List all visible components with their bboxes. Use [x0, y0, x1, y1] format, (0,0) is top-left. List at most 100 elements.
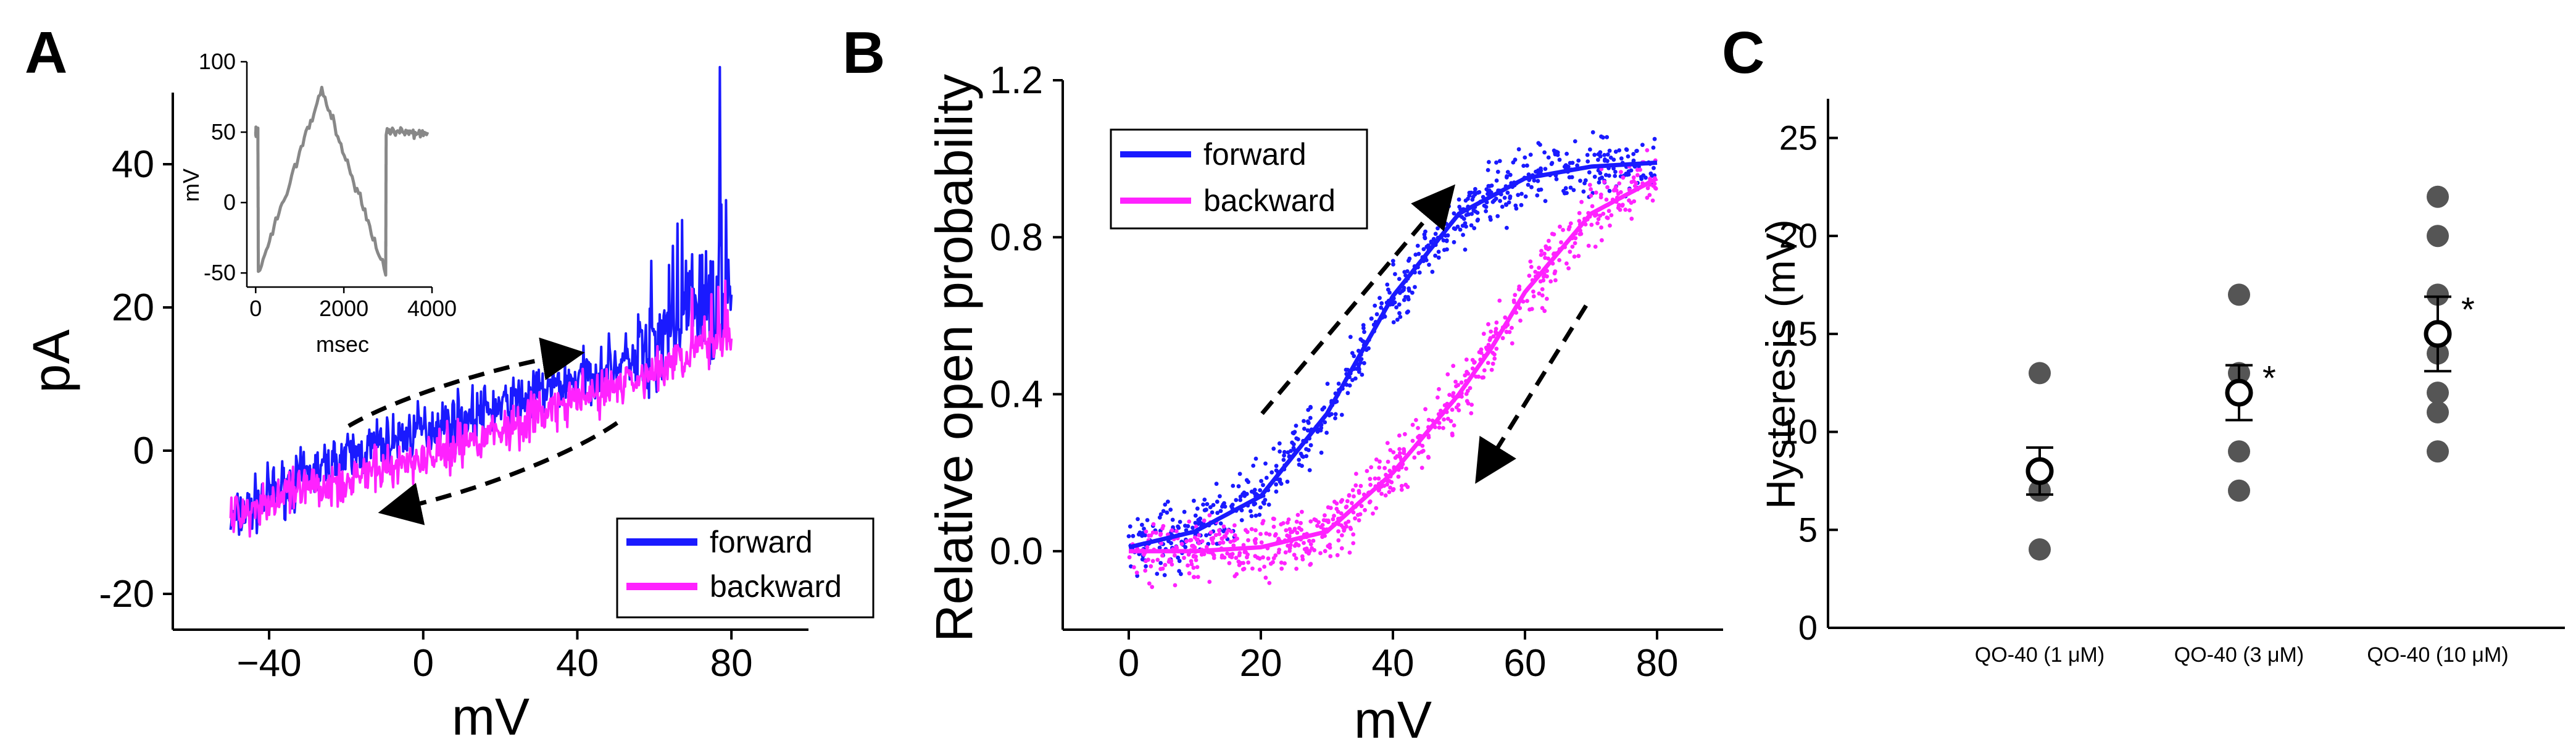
point-forward [1361, 323, 1366, 328]
point-forward [1281, 457, 1286, 462]
point-backward [1596, 217, 1601, 222]
point-backward [1451, 391, 1456, 396]
point-forward [1526, 183, 1531, 187]
point-forward [1471, 194, 1476, 199]
point-backward [1492, 356, 1497, 361]
point-backward [1259, 540, 1264, 545]
point-forward [1585, 152, 1590, 157]
point-backward [1292, 543, 1297, 548]
point-forward [1182, 509, 1187, 514]
point-backward [1308, 542, 1313, 546]
point-backward [1347, 550, 1352, 555]
point-forward [1291, 442, 1296, 447]
point-forward [1485, 168, 1490, 172]
point-backward [1223, 534, 1228, 539]
point-backward [1151, 522, 1156, 527]
point-backward [1416, 451, 1421, 456]
point-backward [1207, 580, 1212, 584]
point-forward [1202, 498, 1207, 502]
panel-b-legend: forward backward [1110, 128, 1368, 230]
point-backward [1221, 524, 1226, 529]
point-backward [1477, 350, 1482, 354]
point-forward [1652, 136, 1657, 141]
point-backward [1184, 539, 1189, 544]
y-tick-label: 0.4 [990, 373, 1043, 416]
point-backward [1486, 322, 1490, 327]
point-backward [1547, 238, 1551, 243]
point-backward [1577, 219, 1582, 223]
point-backward [1568, 221, 1573, 226]
point-forward [1472, 226, 1477, 230]
point-forward [1497, 159, 1502, 164]
point-forward [1168, 507, 1173, 512]
point-forward [1500, 204, 1505, 209]
point-forward [1176, 524, 1180, 529]
data-point [2427, 401, 2449, 423]
point-forward [1563, 186, 1568, 191]
point-forward [1521, 164, 1526, 168]
point-forward [1305, 428, 1310, 433]
point-backward [1542, 251, 1547, 256]
inset-x-axis-title: msec [316, 332, 369, 357]
point-forward [1553, 152, 1558, 157]
point-backward [1374, 506, 1379, 511]
point-forward [1458, 227, 1463, 232]
point-backward [1412, 455, 1417, 460]
point-backward [1491, 334, 1496, 339]
point-backward [1353, 516, 1358, 521]
y-tick-label: 1.2 [990, 59, 1043, 102]
point-backward [1332, 514, 1336, 518]
point-backward [1567, 225, 1572, 229]
point-backward [1595, 221, 1600, 225]
panel-a-x-ticks: −40 0 40 80 [236, 630, 753, 685]
point-forward [1475, 218, 1480, 223]
point-forward [1264, 475, 1269, 480]
inset-y-tick-label: 100 [199, 49, 236, 74]
data-point [2228, 479, 2250, 502]
point-forward [1487, 160, 1491, 164]
point-backward [1620, 203, 1625, 208]
point-forward [1563, 163, 1568, 168]
forward-direction-arrow [347, 337, 585, 428]
point-forward [1639, 177, 1644, 181]
point-backward [1286, 517, 1291, 522]
point-forward [1400, 289, 1405, 293]
point-forward [1581, 189, 1586, 194]
panel-a-inset: 0 2000 4000 -50 0 50 100 msec mV [178, 49, 457, 357]
panel-b-x-axis-title: mV [1354, 691, 1432, 749]
point-backward [1211, 541, 1215, 546]
point-backward [1218, 541, 1223, 545]
point-backward [1513, 293, 1518, 298]
point-backward [1320, 535, 1325, 540]
point-forward [1535, 178, 1540, 183]
point-backward [1537, 291, 1542, 296]
point-forward [1192, 498, 1196, 503]
point-forward [1436, 249, 1441, 254]
point-forward [1249, 490, 1254, 494]
y-tick-label: 0.0 [990, 530, 1043, 573]
point-forward [1193, 513, 1198, 518]
point-backward [1533, 270, 1538, 274]
point-backward [1150, 559, 1155, 564]
point-backward [1481, 332, 1486, 336]
point-backward [1500, 336, 1505, 341]
point-forward [1585, 159, 1590, 164]
panel-letter-b: B [842, 20, 885, 86]
point-backward [1323, 549, 1327, 554]
point-backward [1240, 567, 1245, 572]
point-backward [1211, 536, 1215, 541]
point-forward [1617, 148, 1622, 152]
point-backward [1132, 565, 1136, 570]
point-forward [1487, 184, 1492, 188]
point-forward [1469, 190, 1474, 195]
point-forward [1427, 262, 1431, 267]
point-backward [1147, 581, 1152, 586]
point-forward [1261, 483, 1265, 488]
point-forward [1564, 151, 1569, 156]
point-backward [1363, 507, 1368, 512]
point-forward [1242, 490, 1247, 495]
point-backward [1271, 524, 1276, 529]
point-backward [1245, 552, 1250, 557]
panel-a-x-axis-title: mV [452, 688, 530, 746]
point-backward [1207, 513, 1212, 518]
